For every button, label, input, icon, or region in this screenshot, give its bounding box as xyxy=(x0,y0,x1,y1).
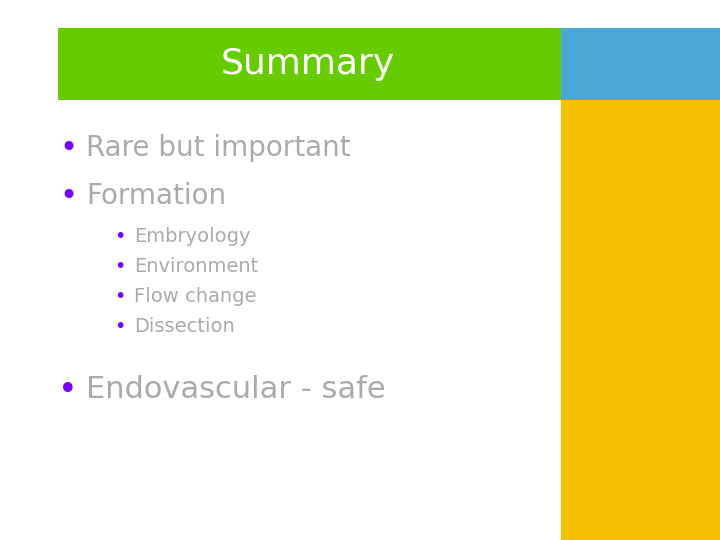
Text: •: • xyxy=(59,133,77,163)
Text: Embryology: Embryology xyxy=(134,227,251,246)
Text: •: • xyxy=(114,287,126,307)
Bar xyxy=(561,28,720,100)
Bar xyxy=(58,28,561,100)
Text: •: • xyxy=(59,181,77,211)
Text: •: • xyxy=(58,374,78,407)
Text: Environment: Environment xyxy=(134,258,258,276)
Text: Summary: Summary xyxy=(221,47,395,81)
Text: Dissection: Dissection xyxy=(134,318,235,336)
Text: •: • xyxy=(114,318,126,336)
Text: •: • xyxy=(114,227,126,246)
Text: Rare but important: Rare but important xyxy=(86,134,351,162)
Text: Formation: Formation xyxy=(86,182,226,210)
Text: Endovascular - safe: Endovascular - safe xyxy=(86,375,386,404)
Text: •: • xyxy=(114,258,126,276)
Text: Flow change: Flow change xyxy=(134,287,256,307)
Bar xyxy=(561,100,720,540)
